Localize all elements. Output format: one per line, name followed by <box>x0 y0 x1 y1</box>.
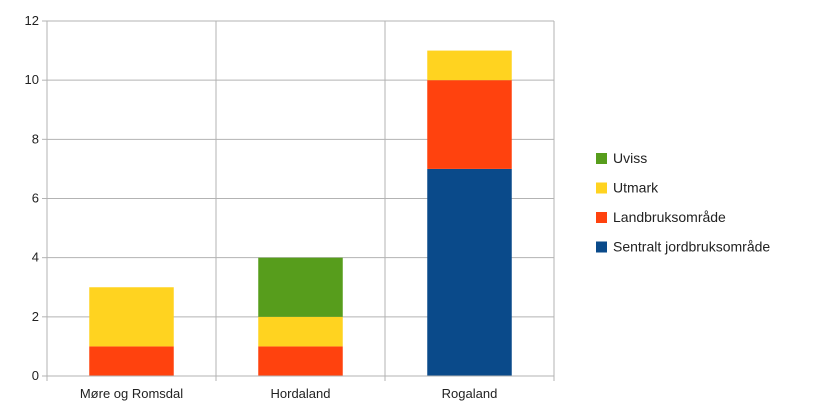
legend-label: Landbruksområde <box>613 209 726 225</box>
legend-item: Landbruksområde <box>596 209 726 225</box>
legend-item: Sentralt jordbruksområde <box>596 239 770 255</box>
legend-label: Utmark <box>613 180 659 196</box>
legend-label: Uviss <box>613 150 647 166</box>
legend-swatch <box>596 182 607 194</box>
x-tick-label: Møre og Romsdal <box>80 386 183 401</box>
bar-segment <box>89 346 174 376</box>
axes: 0 2 4 6 8 10 12 Møre og Romsdal Hordaland Rogalan… <box>25 13 555 401</box>
y-tick-label: 12 <box>25 13 39 28</box>
bar-segment <box>258 316 343 347</box>
x-tick-label: Hordaland <box>271 386 331 401</box>
bar-segment <box>258 257 343 317</box>
y-tick-label: 4 <box>32 250 39 265</box>
legend-swatch <box>596 241 607 253</box>
y-tick-label: 10 <box>25 72 39 87</box>
legend-swatch <box>596 153 607 164</box>
y-tick-label: 2 <box>32 309 39 324</box>
legend-swatch <box>596 212 607 223</box>
bar-segment <box>427 80 512 169</box>
y-tick-label: 6 <box>32 191 39 206</box>
bar-segment <box>427 50 512 81</box>
y-tick-label: 0 <box>32 368 39 383</box>
bars <box>89 50 512 376</box>
legend: Uviss Utmark Landbruksområde Sentralt jordb… <box>596 150 770 255</box>
bar-segment <box>89 287 174 347</box>
bar-segment <box>427 168 512 376</box>
x-tick-label: Rogaland <box>442 386 498 401</box>
y-tick-label: 8 <box>32 131 39 146</box>
legend-item: Utmark <box>596 180 659 196</box>
legend-item: Uviss <box>596 150 647 166</box>
bar-segment <box>258 346 343 376</box>
legend-label: Sentralt jordbruksområde <box>613 239 770 255</box>
